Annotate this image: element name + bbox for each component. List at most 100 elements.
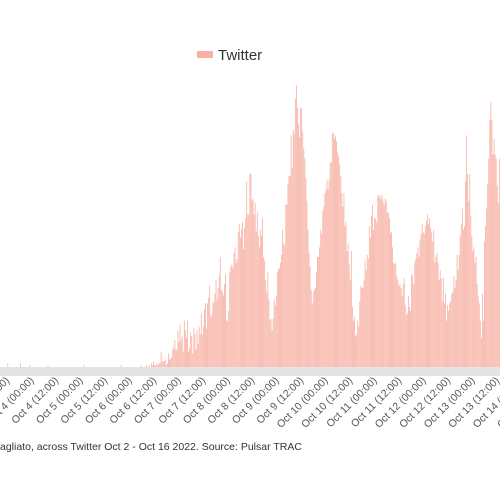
bar xyxy=(211,314,213,367)
bar xyxy=(153,361,155,367)
bar xyxy=(275,295,277,367)
bar xyxy=(186,338,187,367)
bar xyxy=(177,330,179,367)
bar xyxy=(196,330,198,367)
bar xyxy=(219,256,221,367)
bar xyxy=(292,129,294,367)
bar xyxy=(305,177,307,367)
bar xyxy=(440,278,442,367)
bar xyxy=(368,226,370,367)
bar xyxy=(409,307,410,367)
bar xyxy=(199,334,201,367)
bar xyxy=(326,179,328,367)
x-axis-ticks: Oct 3 (12:00)Oct 4 (00:00)Oct 4 (12:00)O… xyxy=(0,375,500,431)
bar xyxy=(274,305,276,367)
bar xyxy=(190,332,192,367)
bar xyxy=(210,316,212,367)
bar xyxy=(449,303,451,367)
bar xyxy=(301,108,303,368)
legend-label-twitter: Twitter xyxy=(218,47,262,64)
bar xyxy=(271,330,273,367)
bar xyxy=(184,330,186,367)
bar xyxy=(380,198,382,367)
bar xyxy=(377,195,379,367)
bar xyxy=(467,173,469,367)
bar xyxy=(399,283,401,367)
bar xyxy=(317,256,318,367)
bar xyxy=(152,365,154,367)
bar xyxy=(445,293,446,367)
bar xyxy=(224,283,225,367)
bar xyxy=(120,365,122,367)
bar xyxy=(471,235,473,367)
bar xyxy=(494,154,496,367)
bar xyxy=(446,320,447,367)
bar xyxy=(7,363,9,367)
bar xyxy=(220,289,222,367)
bar xyxy=(480,338,482,367)
bar xyxy=(400,287,402,367)
bar xyxy=(347,243,349,367)
bar xyxy=(416,253,418,367)
x-axis-band xyxy=(0,367,500,376)
bar xyxy=(495,158,497,367)
bar xyxy=(498,158,500,367)
bar xyxy=(244,227,245,367)
bar xyxy=(432,241,434,367)
bar xyxy=(156,363,158,367)
bar xyxy=(343,193,345,367)
bar xyxy=(189,347,191,367)
bar xyxy=(309,266,311,367)
bar xyxy=(231,264,233,367)
bar xyxy=(180,339,182,367)
bar xyxy=(151,363,152,367)
bar xyxy=(253,214,255,367)
bar xyxy=(361,287,363,367)
bar xyxy=(214,293,216,367)
bar xyxy=(200,312,202,367)
bar xyxy=(252,198,254,367)
bar xyxy=(266,291,268,367)
bar xyxy=(404,305,406,367)
bar xyxy=(313,289,315,367)
bar xyxy=(283,243,285,367)
bar xyxy=(396,276,398,367)
bar xyxy=(474,262,476,367)
bar xyxy=(395,262,397,367)
bar xyxy=(160,351,162,367)
bar xyxy=(339,164,341,367)
bar xyxy=(436,253,438,367)
bar xyxy=(360,285,362,367)
bar xyxy=(194,334,196,367)
bar xyxy=(355,336,356,367)
bar xyxy=(329,162,331,367)
bar xyxy=(469,173,471,367)
bar xyxy=(225,274,226,367)
bar xyxy=(357,320,359,367)
bar xyxy=(20,363,21,367)
bar xyxy=(358,326,360,367)
bar xyxy=(201,334,203,367)
bar xyxy=(461,208,463,367)
bar xyxy=(193,328,195,367)
bar xyxy=(371,216,372,367)
bar xyxy=(172,349,174,367)
bar xyxy=(159,363,161,367)
bar xyxy=(453,276,455,367)
bar xyxy=(356,334,358,367)
bar xyxy=(269,320,271,367)
bar xyxy=(239,237,241,367)
bar xyxy=(472,251,474,367)
bar xyxy=(173,347,175,367)
bar xyxy=(470,216,472,367)
bar xyxy=(336,141,337,367)
bar xyxy=(248,214,250,367)
legend[interactable]: Twitter xyxy=(197,47,262,64)
bar xyxy=(182,351,184,367)
bar xyxy=(227,320,229,367)
bar xyxy=(381,195,383,367)
bar xyxy=(307,229,309,367)
bar xyxy=(359,301,361,367)
bar xyxy=(439,270,441,367)
bar xyxy=(431,231,433,367)
